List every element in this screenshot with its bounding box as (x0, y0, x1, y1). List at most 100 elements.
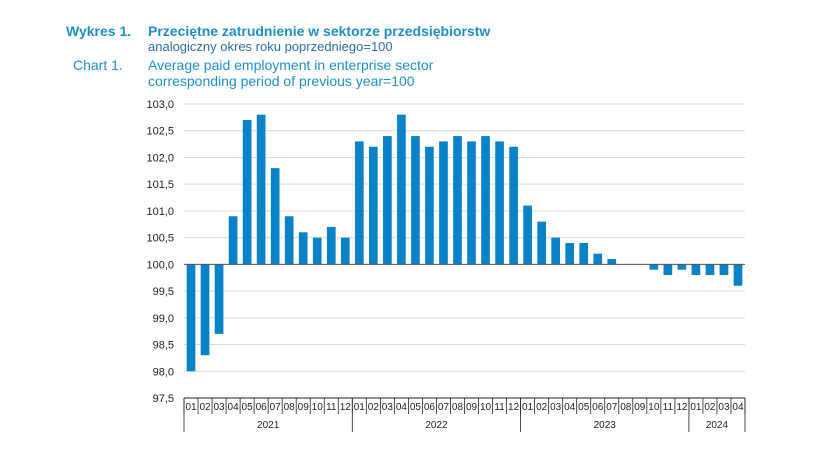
x-tick-label: 10 (312, 402, 324, 413)
x-tick-label: 07 (438, 402, 450, 413)
x-tick-label: 08 (284, 402, 296, 413)
chart-title-en: Average paid employment in enterprise se… (148, 57, 434, 73)
bar (565, 242, 575, 265)
bar (383, 136, 392, 265)
y-tick-label: 100,5 (146, 233, 174, 245)
x-tick-label: 02 (199, 402, 211, 413)
x-tick-label: 09 (298, 402, 310, 413)
x-tick-label: 06 (424, 402, 436, 413)
y-tick-label: 102,0 (146, 152, 174, 164)
bar (200, 264, 210, 356)
bar (411, 136, 420, 265)
bar (509, 146, 518, 265)
bar (397, 114, 406, 265)
y-tick-label: 103,0 (146, 99, 174, 111)
bar (705, 264, 715, 276)
bar (551, 237, 561, 265)
x-tick-label: 04 (732, 402, 744, 413)
bar (691, 264, 701, 276)
x-tick-label: 11 (663, 402, 674, 413)
x-tick-label: 03 (718, 402, 730, 413)
bar (677, 264, 687, 270)
x-tick-label: 04 (564, 402, 576, 413)
x-tick-label: 04 (396, 402, 408, 413)
bar (368, 146, 378, 265)
bar (593, 253, 603, 265)
x-tick-label: 08 (452, 402, 464, 413)
bar (607, 259, 617, 265)
x-tick-label: 01 (185, 402, 197, 413)
year-label: 2023 (594, 420, 617, 431)
x-tick-label: 09 (466, 402, 478, 413)
bar (312, 237, 322, 265)
bar (453, 136, 462, 265)
y-tick-label: 101,5 (146, 179, 174, 191)
chart-subtitle-pl: analogiczny okres roku poprzedniego=100 (148, 39, 393, 54)
bar (425, 146, 434, 265)
x-tick-label: 03 (214, 402, 226, 413)
x-tick-label: 12 (676, 402, 688, 413)
bar (326, 226, 336, 265)
chart-title-pl: Przeciętne zatrudnienie w sektorze przed… (148, 23, 491, 39)
x-tick-label: 03 (550, 402, 562, 413)
bar (214, 264, 224, 334)
bar (340, 237, 350, 265)
x-tick-label: 10 (480, 402, 492, 413)
bar (523, 205, 532, 265)
bar (242, 120, 252, 265)
bar (270, 168, 280, 265)
x-tick-label: 01 (690, 402, 702, 413)
y-tick-label: 99,5 (153, 286, 174, 298)
bar (186, 264, 196, 372)
y-tick-label: 98,0 (153, 366, 174, 378)
x-tick-label: 03 (382, 402, 394, 413)
x-tick-label: 11 (494, 402, 505, 413)
x-tick-label: 12 (508, 402, 520, 413)
x-tick-label: 08 (620, 402, 632, 413)
x-tick-label: 12 (340, 402, 352, 413)
bar (719, 264, 729, 276)
x-tick-label: 06 (592, 402, 604, 413)
bar (467, 141, 476, 265)
y-tick-label: 99,0 (153, 313, 174, 325)
bar (495, 141, 504, 265)
bar (481, 136, 490, 265)
y-tick-label: 98,5 (153, 340, 174, 352)
bar (354, 141, 364, 265)
x-tick-label: 05 (578, 402, 590, 413)
x-tick-label: 04 (228, 402, 240, 413)
bar (579, 242, 589, 265)
x-tick-label: 02 (368, 402, 380, 413)
y-tick-label: 100,0 (146, 259, 174, 271)
x-tick-label: 10 (648, 402, 660, 413)
x-tick-label: 06 (256, 402, 268, 413)
bar (733, 264, 743, 286)
bar (649, 264, 659, 270)
bar (537, 221, 546, 265)
chart-subtitle-en: corresponding period of previous year=10… (148, 73, 415, 89)
y-tick-label: 102,5 (146, 126, 174, 138)
x-tick-label: 07 (606, 402, 618, 413)
year-label: 2022 (425, 420, 448, 431)
x-tick-label: 05 (242, 402, 254, 413)
y-tick-label: 97,5 (153, 393, 174, 405)
x-tick-label: 02 (536, 402, 548, 413)
bar (663, 264, 673, 276)
year-label: 2021 (257, 420, 280, 431)
chart-number-pl: Wykres 1. (66, 23, 132, 39)
x-tick-label: 01 (354, 402, 366, 413)
x-tick-label: 02 (704, 402, 716, 413)
x-tick-label: 09 (634, 402, 646, 413)
bar (298, 232, 308, 265)
bar (228, 216, 238, 265)
y-tick-label: 101,0 (146, 206, 174, 218)
bar (284, 216, 294, 265)
x-tick-label: 01 (522, 402, 534, 413)
year-label: 2024 (706, 420, 729, 431)
x-tick-label: 07 (270, 402, 282, 413)
x-tick-label: 05 (410, 402, 422, 413)
bar (439, 141, 448, 265)
x-tick-label: 11 (326, 402, 337, 413)
bar (256, 114, 266, 265)
